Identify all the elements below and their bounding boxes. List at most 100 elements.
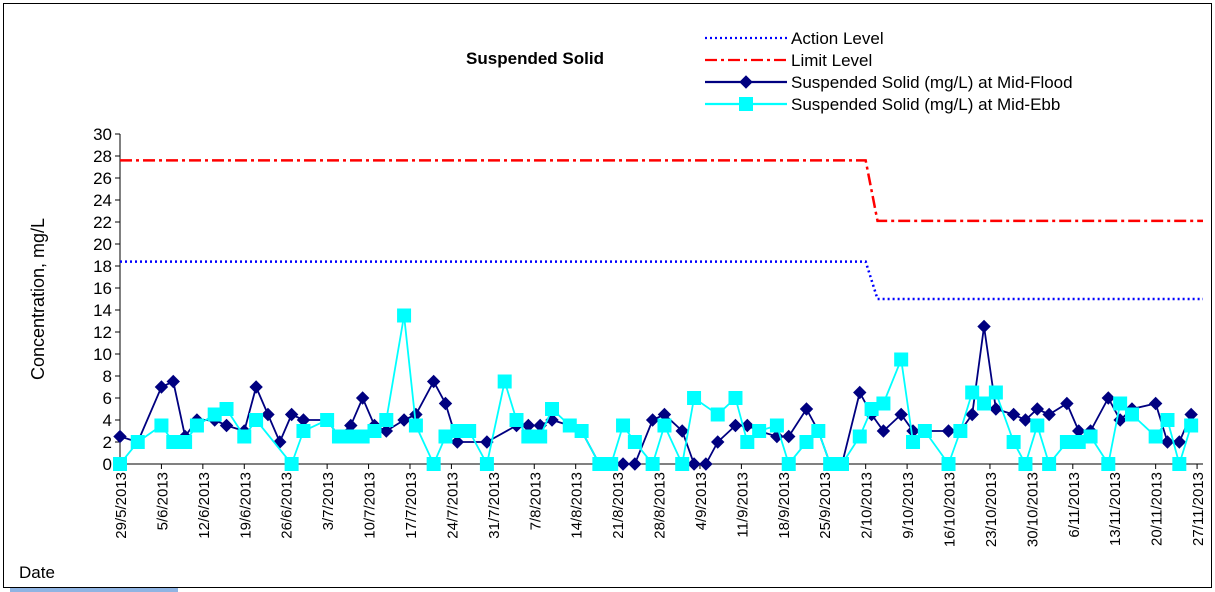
x-tick-label: 25/9/2013 <box>817 472 834 539</box>
data-point <box>379 413 394 427</box>
data-point <box>426 374 441 389</box>
data-point <box>988 385 1003 400</box>
data-point <box>261 407 275 422</box>
data-point <box>941 457 956 471</box>
data-point <box>1018 457 1033 471</box>
data-point <box>1113 396 1128 411</box>
y-tick-label: 14 <box>93 301 112 320</box>
data-point <box>497 374 512 389</box>
data-point <box>533 429 548 444</box>
data-point <box>616 457 630 471</box>
data-point <box>852 429 867 444</box>
data-point <box>355 391 370 405</box>
x-tick-label: 3/7/2013 <box>320 472 337 530</box>
data-point <box>438 429 453 444</box>
data-point <box>699 457 713 471</box>
data-point <box>769 418 784 433</box>
data-point <box>953 424 968 438</box>
data-point <box>740 435 755 449</box>
chart-title: Suspended Solid <box>466 49 604 68</box>
data-point <box>1006 435 1021 449</box>
decoration <box>10 588 178 592</box>
data-point <box>628 457 642 471</box>
data-point <box>207 407 222 422</box>
data-point <box>178 435 193 449</box>
data-point <box>166 435 181 449</box>
series-line <box>120 159 1203 223</box>
data-point <box>876 396 891 411</box>
series-line <box>120 326 1192 465</box>
legend-marker <box>739 97 753 111</box>
data-point <box>1030 402 1045 416</box>
y-tick-label: 12 <box>93 323 112 342</box>
data-point <box>728 418 743 433</box>
data-point <box>296 424 311 438</box>
data-point <box>977 319 991 334</box>
data-point <box>113 429 127 444</box>
x-tick-label: 16/10/2013 <box>942 472 959 547</box>
x-tick-label: 7/8/2013 <box>527 472 544 530</box>
data-point <box>1172 457 1187 471</box>
x-tick-label: 26/6/2013 <box>279 472 296 539</box>
x-tick-label: 6/11/2013 <box>1066 472 1083 538</box>
x-tick-label: 12/6/2013 <box>196 472 213 539</box>
data-point <box>113 457 127 471</box>
y-tick-label: 22 <box>93 213 112 232</box>
y-tick-label: 6 <box>103 389 112 408</box>
series <box>120 159 1203 223</box>
y-tick-label: 16 <box>93 279 112 298</box>
data-point <box>1042 457 1057 471</box>
x-tick-label: 17/7/2013 <box>403 472 420 539</box>
data-point <box>965 407 979 422</box>
data-point <box>521 429 536 444</box>
y-tick-label: 28 <box>93 147 112 166</box>
data-point <box>781 457 796 471</box>
data-point <box>1160 435 1175 449</box>
data-point <box>1160 413 1175 427</box>
x-tick-label: 18/9/2013 <box>776 472 793 539</box>
y-tick-label: 30 <box>93 125 112 144</box>
data-point <box>219 402 234 416</box>
data-point <box>1184 418 1199 433</box>
series-line <box>120 260 1203 301</box>
data-point <box>284 407 299 422</box>
data-point <box>728 391 743 405</box>
series <box>113 308 1199 471</box>
data-point <box>574 424 589 438</box>
data-point <box>1101 391 1116 405</box>
x-tick-label: 23/10/2013 <box>983 472 1000 547</box>
data-point <box>627 435 642 449</box>
x-tick-label: 31/7/2013 <box>486 472 503 539</box>
data-point <box>426 457 441 471</box>
x-tick-label: 29/5/2013 <box>113 472 130 539</box>
data-point <box>479 457 494 471</box>
data-point <box>687 391 702 405</box>
data-point <box>166 374 180 389</box>
data-point <box>154 418 169 433</box>
data-point <box>876 424 891 438</box>
data-point <box>438 396 453 411</box>
data-point <box>853 385 867 400</box>
data-point <box>645 457 660 471</box>
x-tick-label: 21/8/2013 <box>610 472 627 539</box>
y-axis-label: Concentration, mg/L <box>28 218 48 380</box>
data-point <box>977 396 992 411</box>
data-point <box>645 413 660 427</box>
legend-marker <box>739 75 753 89</box>
data-point <box>1059 435 1074 449</box>
data-point <box>284 457 299 471</box>
data-point <box>1101 457 1116 471</box>
data-point <box>355 429 370 444</box>
data-point <box>545 402 560 416</box>
y-tick-label: 26 <box>93 169 112 188</box>
x-tick-label: 28/8/2013 <box>652 472 669 539</box>
x-tick-label: 14/8/2013 <box>569 472 586 539</box>
y-tick-label: 8 <box>103 367 112 386</box>
x-tick-label: 2/10/2013 <box>859 472 876 539</box>
data-point <box>864 402 879 416</box>
data-point <box>657 418 672 433</box>
data-point <box>1148 429 1163 444</box>
data-point <box>782 429 796 444</box>
data-point <box>710 407 725 422</box>
data-point <box>917 424 932 438</box>
